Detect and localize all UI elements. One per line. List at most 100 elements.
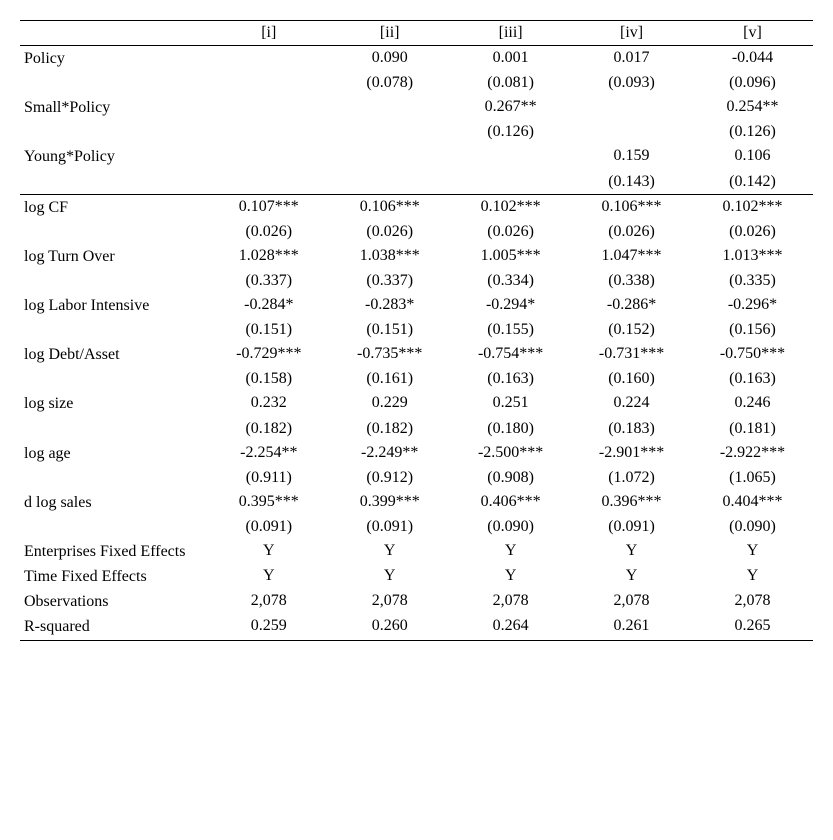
se-cell: (0.156) — [692, 318, 813, 342]
se-row: (0.911)(0.912)(0.908)(1.072)(1.065) — [20, 466, 813, 490]
se-cell — [329, 120, 450, 144]
se-cell: (0.096) — [692, 71, 813, 95]
row-label-blank — [20, 318, 208, 342]
se-cell: (0.151) — [208, 318, 329, 342]
coef-cell: -2.254** — [208, 441, 329, 466]
summary-row: Observations2,0782,0782,0782,0782,078 — [20, 589, 813, 614]
se-cell: (0.161) — [329, 367, 450, 391]
coef-row: d log sales0.395***0.399***0.406***0.396… — [20, 490, 813, 515]
se-cell: (0.152) — [571, 318, 692, 342]
coef-row: log size0.2320.2290.2510.2240.246 — [20, 391, 813, 416]
coef-cell: 0.404*** — [692, 490, 813, 515]
coef-row: log Turn Over1.028***1.038***1.005***1.0… — [20, 244, 813, 269]
se-cell: (0.180) — [450, 417, 571, 441]
se-row: (0.337)(0.337)(0.334)(0.338)(0.335) — [20, 269, 813, 293]
row-label: Enterprises Fixed Effects — [20, 539, 208, 564]
row-label: log Debt/Asset — [20, 342, 208, 367]
summary-cell: 2,078 — [571, 589, 692, 614]
se-row: (0.182)(0.182)(0.180)(0.183)(0.181) — [20, 417, 813, 441]
se-cell: (1.065) — [692, 466, 813, 490]
se-row: (0.091)(0.091)(0.090)(0.091)(0.090) — [20, 515, 813, 539]
coef-cell: -0.286* — [571, 293, 692, 318]
coef-cell: -0.283* — [329, 293, 450, 318]
coef-cell: 0.254** — [692, 95, 813, 120]
coef-cell — [450, 144, 571, 169]
se-cell: (0.908) — [450, 466, 571, 490]
coef-cell: 0.224 — [571, 391, 692, 416]
coef-row: log Debt/Asset-0.729***-0.735***-0.754**… — [20, 342, 813, 367]
summary-cell: 0.260 — [329, 614, 450, 640]
row-label: log age — [20, 441, 208, 466]
se-row: (0.026)(0.026)(0.026)(0.026)(0.026) — [20, 220, 813, 244]
se-cell: (0.078) — [329, 71, 450, 95]
se-cell — [450, 170, 571, 195]
coef-cell: 1.005*** — [450, 244, 571, 269]
se-cell: (0.183) — [571, 417, 692, 441]
se-cell: (0.158) — [208, 367, 329, 391]
row-label-blank — [20, 466, 208, 490]
se-cell: (0.142) — [692, 170, 813, 195]
summary-cell: Y — [571, 564, 692, 589]
coef-cell: 0.229 — [329, 391, 450, 416]
coef-cell: -0.294* — [450, 293, 571, 318]
coef-row: log CF0.107***0.106***0.102***0.106***0.… — [20, 194, 813, 220]
summary-cell: 2,078 — [208, 589, 329, 614]
summary-cell: Y — [692, 564, 813, 589]
se-cell: (0.026) — [571, 220, 692, 244]
coef-cell: -0.750*** — [692, 342, 813, 367]
col-header: [iii] — [450, 21, 571, 46]
se-cell — [208, 71, 329, 95]
coef-row: Policy0.0900.0010.017-0.044 — [20, 46, 813, 72]
se-cell: (0.911) — [208, 466, 329, 490]
coef-cell: 0.107*** — [208, 194, 329, 220]
regression-table: [i][ii][iii][iv][v]Policy0.0900.0010.017… — [20, 20, 813, 641]
coef-cell: 0.001 — [450, 46, 571, 72]
se-cell: (0.337) — [329, 269, 450, 293]
row-label: log Labor Intensive — [20, 293, 208, 318]
row-label: log size — [20, 391, 208, 416]
coef-cell: 0.102*** — [450, 194, 571, 220]
se-cell: (0.143) — [571, 170, 692, 195]
se-cell: (0.126) — [450, 120, 571, 144]
header-row: [i][ii][iii][iv][v] — [20, 21, 813, 46]
row-label: R-squared — [20, 614, 208, 640]
coef-cell: -0.044 — [692, 46, 813, 72]
row-label: Small*Policy — [20, 95, 208, 120]
se-cell: (0.335) — [692, 269, 813, 293]
row-label-blank — [20, 367, 208, 391]
summary-cell: Y — [208, 564, 329, 589]
se-cell — [571, 120, 692, 144]
se-cell: (0.081) — [450, 71, 571, 95]
header-blank — [20, 21, 208, 46]
col-header: [iv] — [571, 21, 692, 46]
se-cell: (0.182) — [329, 417, 450, 441]
summary-row: R-squared0.2590.2600.2640.2610.265 — [20, 614, 813, 640]
row-label-blank — [20, 515, 208, 539]
coef-cell: -0.284* — [208, 293, 329, 318]
coef-cell: 0.102*** — [692, 194, 813, 220]
coef-cell: -0.754*** — [450, 342, 571, 367]
se-cell: (0.090) — [450, 515, 571, 539]
summary-cell: Y — [208, 539, 329, 564]
coef-cell — [329, 95, 450, 120]
se-cell: (0.163) — [450, 367, 571, 391]
coef-cell: 0.159 — [571, 144, 692, 169]
coef-cell: -0.729*** — [208, 342, 329, 367]
row-label-blank — [20, 71, 208, 95]
se-row: (0.143)(0.142) — [20, 170, 813, 195]
summary-cell: Y — [571, 539, 692, 564]
se-cell — [208, 120, 329, 144]
se-cell: (0.155) — [450, 318, 571, 342]
col-header: [v] — [692, 21, 813, 46]
row-label-blank — [20, 269, 208, 293]
summary-cell: Y — [329, 539, 450, 564]
coef-cell — [571, 95, 692, 120]
row-label: Policy — [20, 46, 208, 72]
se-cell: (0.126) — [692, 120, 813, 144]
row-label-blank — [20, 220, 208, 244]
coef-cell: -0.296* — [692, 293, 813, 318]
se-cell: (0.338) — [571, 269, 692, 293]
summary-cell: Y — [450, 539, 571, 564]
coef-row: Small*Policy0.267**0.254** — [20, 95, 813, 120]
coef-cell: 1.047*** — [571, 244, 692, 269]
